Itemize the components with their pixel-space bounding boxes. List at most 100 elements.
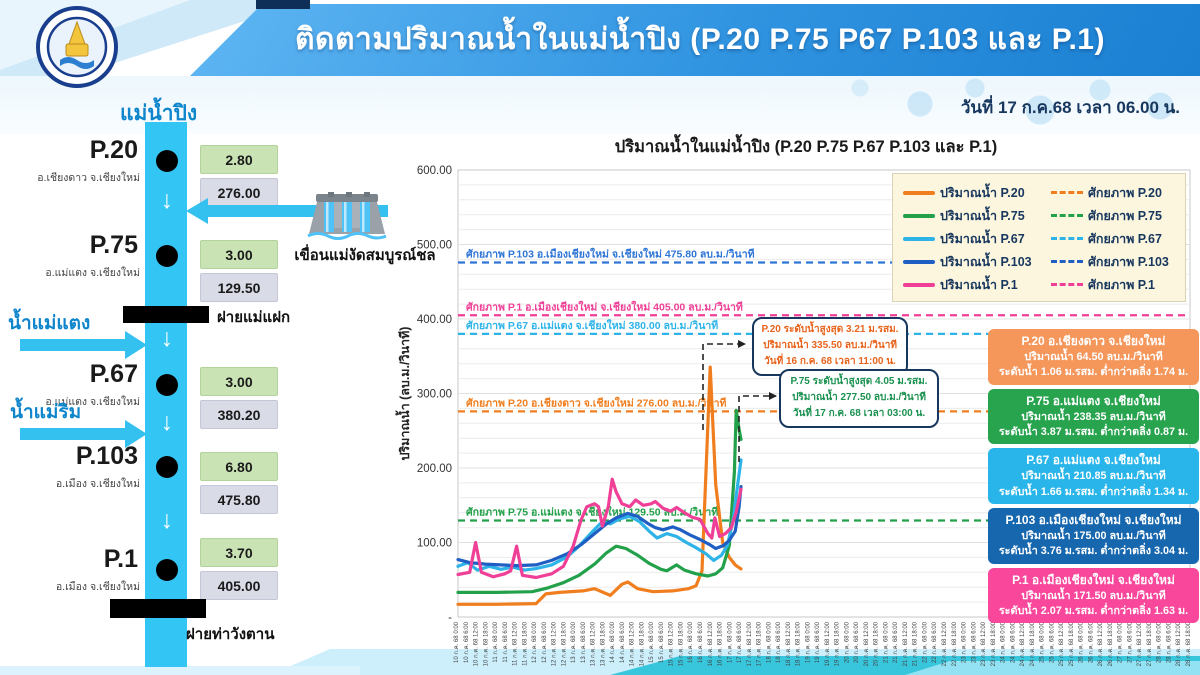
x-tick-label: 19 ก.ค. 68 6:00 xyxy=(815,621,821,663)
summary-station-title: P.103 อ.เมืองเชียงใหม่ จ.เชียงใหม่ xyxy=(1005,513,1182,528)
x-tick-label: 13 ก.ค. 68 12:00 xyxy=(591,621,597,666)
x-tick-label: 10 ก.ค. 68 12:00 xyxy=(474,621,480,666)
x-tick-label: 15 ก.ค. 68 12:00 xyxy=(669,621,675,666)
summary-station-value: ระดับน้ำ 3.76 ม.รสม. ต่ำกว่าตลิ่ง 3.04 ม… xyxy=(998,545,1189,558)
station-location-P.103: อ.เมือง จ.เชียงใหม่ xyxy=(55,478,140,490)
summary-station-title: P.75 อ.แม่แตง จ.เชียงใหม่ xyxy=(1026,393,1161,408)
station-id-P.67: P.67 xyxy=(89,360,138,388)
legend-row: ปริมาณน้ำ P.67 ศักยภาพ P.67 xyxy=(903,227,1177,250)
callout-line: วันที่ 16 ก.ค. 68 เวลา 11:00 น. xyxy=(764,356,896,368)
report-datetime: วันที่ 17 ก.ค.68 เวลา 06.00 น. xyxy=(960,98,1180,117)
y-tick-label: 300.00 xyxy=(417,389,452,401)
mae-rim-arrow-head-icon xyxy=(125,420,147,448)
legend-volume-label: ปริมาณน้ำ P.20 xyxy=(940,185,1025,200)
mae-rim-arrow xyxy=(20,428,127,440)
series-line-ปริมาณน้ำ-P.75 xyxy=(456,408,743,594)
x-tick-label: 16 ก.ค. 68 0:00 xyxy=(688,621,694,663)
legend-capacity-label: ศักยภาพ P.1 xyxy=(1088,277,1155,292)
x-tick-label: 21 ก.ค. 68 6:00 xyxy=(893,621,899,663)
x-tick-label: 12 ก.ค. 68 18:00 xyxy=(561,621,567,666)
x-tick-label: 11 ก.ค. 68 12:00 xyxy=(513,621,519,666)
series-line-ปริมาณน้ำ-P.1 xyxy=(456,477,743,580)
level-box-P.67: 3.00 xyxy=(200,367,278,396)
river-name-label: แม่น้ำปิง xyxy=(120,102,198,125)
summary-station-value: ระดับน้ำ 3.87 ม.รสม. ต่ำกว่าตลิ่ง 0.87 ม… xyxy=(998,426,1189,439)
x-tick-label: 16 ก.ค. 68 12:00 xyxy=(708,621,714,666)
station-location-P.67: อ.แม่แตง จ.เชียงใหม่ xyxy=(45,396,140,408)
x-tick-label: 19 ก.ค. 68 12:00 xyxy=(825,621,831,666)
callout-connector-p75 xyxy=(738,392,777,462)
station-dot-P.103 xyxy=(156,456,178,478)
callout-line: วันที่ 17 ก.ค. 68 เวลา 03:00 น. xyxy=(792,408,926,420)
summary-station-value: ปริมาณน้ำ 171.50 ลบ.ม./วินาที xyxy=(1021,589,1166,602)
x-tick-label: 10 ก.ค. 68 18:00 xyxy=(483,621,489,666)
level-box-P.1: 3.70 xyxy=(200,538,278,567)
chart-legend: ปริมาณน้ำ P.20 ศักยภาพ P.20 ปริมาณน้ำ P.75… xyxy=(892,173,1186,302)
x-tick-label: 10 ก.ค. 68 0:00 xyxy=(454,621,460,663)
station-location-P.1: อ.เมือง จ.เชียงใหม่ xyxy=(55,581,140,593)
x-tick-label: 26 ก.ค. 68 18:00 xyxy=(1108,621,1114,666)
x-tick-label: 16 ก.ค. 68 6:00 xyxy=(698,621,704,663)
summary-station-value: ปริมาณน้ำ 238.35 ลบ.ม./วินาที xyxy=(1021,410,1166,423)
x-tick-label: 22 ก.ค. 68 18:00 xyxy=(952,621,958,666)
summary-station-value: ปริมาณน้ำ 64.50 ลบ.ม./วินาที xyxy=(1024,351,1163,364)
x-tick-label: 25 ก.ค. 68 0:00 xyxy=(1040,621,1046,663)
station-id-P.75: P.75 xyxy=(89,231,138,259)
x-tick-label: 13 ก.ค. 68 18:00 xyxy=(600,621,606,666)
dam-label: เขื่อนแม่งัดสมบูรณ์ชล xyxy=(294,247,436,264)
legend-capacity-label: ศักยภาพ P.20 xyxy=(1088,185,1162,200)
bottom-decoration-cyan xyxy=(905,661,1200,675)
x-tick-label: 11 ก.ค. 68 0:00 xyxy=(493,621,499,662)
callout-line: ปริมาณน้ำ 335.50 ลบ.ม./วินาที xyxy=(763,340,897,352)
x-tick-label: 18 ก.ค. 68 18:00 xyxy=(796,621,802,666)
x-tick-label: 28 ก.ค. 68 18:00 xyxy=(1186,621,1192,666)
x-tick-label: 14 ก.ค. 68 12:00 xyxy=(630,621,636,666)
legend-dashed-swatch-icon xyxy=(1051,191,1083,194)
x-tick-label: 12 ก.ค. 68 12:00 xyxy=(552,621,558,666)
capacity-box-P.1: 405.00 xyxy=(200,571,278,600)
flow-down-arrow-icon: ↓ xyxy=(160,324,174,352)
capacity-line-label: ศักยภาพ P.67 อ.แม่แตง จ.เชียงใหม่ 380.00… xyxy=(466,318,718,332)
station-summary-box: P.103 อ.เมืองเชียงใหม่ จ.เชียงใหม่ปริมาณ… xyxy=(988,508,1199,564)
level-box-P.20: 2.80 xyxy=(200,145,278,174)
bubble-band xyxy=(0,76,1200,134)
legend-solid-swatch-icon xyxy=(903,236,935,241)
x-tick-label: 15 ก.ค. 68 18:00 xyxy=(678,621,684,666)
x-tick-label: 20 ก.ค. 68 6:00 xyxy=(854,621,860,663)
capacity-box-P.20: 276.00 xyxy=(200,178,278,207)
x-tick-label: 25 ก.ค. 68 12:00 xyxy=(1059,621,1065,666)
legend-volume-label: ปริมาณน้ำ P.75 xyxy=(940,208,1025,223)
x-tick-label: 17 ก.ค. 68 6:00 xyxy=(737,621,743,663)
weir-bar-mae-faek xyxy=(123,306,209,323)
legend-row: ปริมาณน้ำ P.75 ศักยภาพ P.75 xyxy=(903,204,1177,227)
bottom-left-decoration xyxy=(0,666,360,675)
callout-line: ปริมาณน้ำ 277.50 ลบ.ม./วินาที xyxy=(792,392,926,404)
capacity-line-label: ศักยภาพ P.103 อ.เมืองเชียงใหม่ จ.เชียงให… xyxy=(466,247,755,261)
x-tick-label: 18 ก.ค. 68 12:00 xyxy=(786,621,792,666)
x-tick-label: 17 ก.ค. 68 12:00 xyxy=(747,621,753,666)
x-tick-label: 27 ก.ค. 68 6:00 xyxy=(1127,621,1133,663)
capacity-line-label: ศักยภาพ P.20 อ.เชียงดาว จ.เชียงใหม่ 276.… xyxy=(466,395,726,409)
x-tick-label: 19 ก.ค. 68 18:00 xyxy=(835,621,841,666)
legend-dashed-swatch-icon xyxy=(1051,237,1083,240)
station-id-P.20: P.20 xyxy=(89,136,138,164)
station-summary-box: P.20 อ.เชียงดาว จ.เชียงใหม่ ปริมาณน้ำ 64.… xyxy=(988,329,1199,385)
summary-station-value: ปริมาณน้ำ 175.00 ลบ.ม./วินาที xyxy=(1021,530,1166,543)
mae-taeng-arrow-head-icon xyxy=(125,331,147,359)
x-tick-label: 12 ก.ค. 68 6:00 xyxy=(542,621,548,663)
y-tick-label: 400.00 xyxy=(417,314,452,326)
capacity-line-label: ศักยภาพ P.1 อ.เมืองเชียงใหม่ จ.เชียงใหม่… xyxy=(466,299,743,313)
legend-row: ปริมาณน้ำ P.1 ศักยภาพ P.1 xyxy=(903,273,1177,296)
x-tick-label: 18 ก.ค. 68 6:00 xyxy=(776,621,782,663)
legend-row: ปริมาณน้ำ P.20 ศักยภาพ P.20 xyxy=(903,181,1177,204)
header-banner xyxy=(190,4,1200,76)
legend-capacity-label: ศักยภาพ P.67 xyxy=(1088,231,1162,246)
y-tick-label: 100.00 xyxy=(417,538,452,550)
summary-station-value: ระดับน้ำ 1.66 ม.รสม. ต่ำกว่าตลิ่ง 1.34 ม… xyxy=(998,485,1189,498)
station-summary-box: P.1 อ.เมืองเชียงใหม่ จ.เชียงใหม่ ปริมาณน้… xyxy=(988,567,1199,624)
x-tick-label: 14 ก.ค. 68 18:00 xyxy=(639,621,645,666)
x-tick-label: 27 ก.ค. 68 18:00 xyxy=(1147,621,1153,666)
mae-taeng-arrow xyxy=(20,339,127,351)
x-tick-label: 16 ก.ค. 68 18:00 xyxy=(718,621,724,666)
station-location-P.75: อ.แม่แตง จ.เชียงใหม่ xyxy=(45,267,140,279)
